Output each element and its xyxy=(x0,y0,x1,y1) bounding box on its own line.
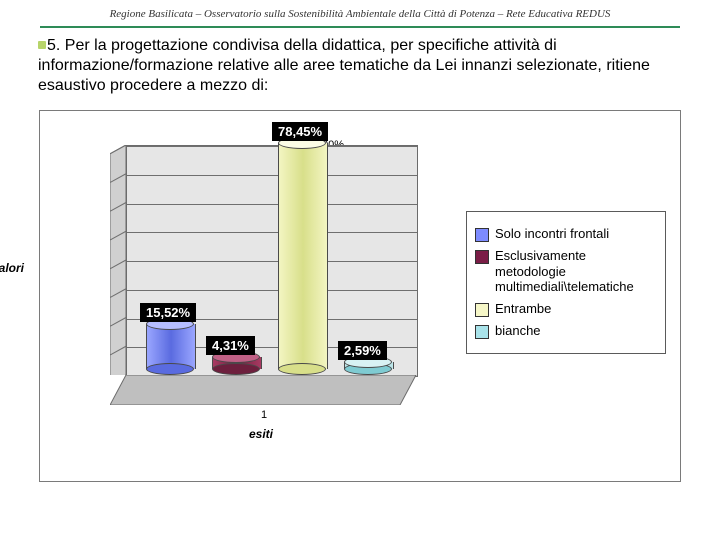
legend-item: Esclusivamente metodologie multimediali\… xyxy=(475,248,657,295)
legend-item: bianche xyxy=(475,323,657,339)
legend-label: bianche xyxy=(495,323,541,339)
legend-swatch xyxy=(475,228,489,242)
side-wall xyxy=(110,145,126,375)
legend: Solo incontri frontali Esclusivamente met… xyxy=(466,211,666,354)
legend-swatch xyxy=(475,325,489,339)
x-tick: 1 xyxy=(261,409,267,421)
bullet-marker xyxy=(38,41,46,49)
bar-value-label: 2,59% xyxy=(338,341,387,360)
legend-label: Entrambe xyxy=(495,301,551,317)
floor xyxy=(110,375,430,405)
plot-area: 15,52%4,31%78,45%2,59% 1 esiti xyxy=(110,145,440,435)
question-text: 5. Per la progettazione condivisa della … xyxy=(38,36,682,96)
question-body: 5. Per la progettazione condivisa della … xyxy=(38,37,650,94)
legend-swatch xyxy=(475,303,489,317)
legend-item: Entrambe xyxy=(475,301,657,317)
header-rule xyxy=(40,26,680,28)
page-header: Regione Basilicata – Osservatorio sulla … xyxy=(30,8,690,20)
legend-label: Esclusivamente metodologie multimediali\… xyxy=(495,248,657,295)
legend-label: Solo incontri frontali xyxy=(495,226,609,242)
bar-cylinder xyxy=(146,318,194,375)
bar-value-label: 4,31% xyxy=(206,336,255,355)
bar-value-label: 15,52% xyxy=(140,303,196,322)
floor-top xyxy=(110,375,430,405)
chart-container: valori 0,00%10,00%20,00%30,00%40,00%50,0… xyxy=(39,110,681,482)
legend-swatch xyxy=(475,250,489,264)
x-axis-label: esiti xyxy=(249,427,273,441)
y-axis-label: valori xyxy=(0,261,24,275)
legend-item: Solo incontri frontali xyxy=(475,226,657,242)
bar-value-label: 78,45% xyxy=(272,122,328,141)
bar-cylinder xyxy=(278,137,326,375)
